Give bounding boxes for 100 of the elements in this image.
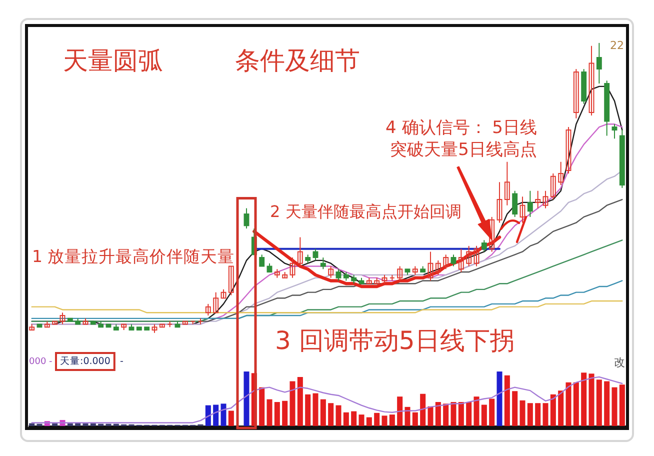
candlestick (496, 182, 502, 224)
bar (466, 402, 472, 426)
bar (404, 406, 410, 426)
candlestick (336, 268, 342, 282)
bar (527, 403, 533, 426)
candlestick (542, 190, 548, 209)
bar (474, 396, 480, 426)
bar (397, 396, 403, 426)
bar (581, 372, 587, 426)
bar (336, 405, 342, 426)
bar (382, 416, 388, 426)
candlestick (573, 68, 579, 119)
text: 天量:0.000 (60, 356, 110, 367)
bar (420, 394, 426, 426)
candlestick (612, 124, 618, 140)
candlestick (60, 312, 66, 325)
bar (558, 390, 564, 426)
bar (389, 414, 395, 426)
bar (82, 423, 88, 426)
candlestick (450, 254, 456, 267)
candlestick (458, 248, 464, 273)
bar (282, 400, 288, 426)
candlestick (466, 245, 472, 267)
bar (496, 372, 502, 426)
bar (489, 398, 495, 426)
candlestick (558, 161, 564, 186)
candlestick (328, 266, 334, 278)
bar (428, 406, 434, 426)
candlestick (512, 190, 518, 218)
bar (213, 404, 219, 426)
candlestick (474, 245, 480, 267)
bar (374, 412, 380, 426)
bar (266, 399, 272, 426)
bar (90, 423, 96, 426)
bar (512, 391, 518, 426)
bar (604, 381, 610, 426)
text: 改 (614, 356, 625, 369)
bar (435, 402, 441, 426)
bar (535, 403, 541, 426)
candlestick (527, 190, 533, 218)
candlestick (205, 303, 211, 316)
candlestick (566, 126, 572, 174)
bar (443, 404, 449, 426)
bar (542, 403, 548, 426)
candlestick (435, 260, 441, 276)
bar (596, 380, 602, 426)
bar (520, 400, 526, 426)
bar (619, 384, 625, 426)
candlestick (481, 240, 487, 252)
bar (259, 387, 265, 426)
candlestick (312, 248, 318, 261)
bar (305, 394, 311, 426)
bar (320, 399, 326, 426)
bar (504, 375, 510, 426)
bar (458, 402, 464, 426)
bar (274, 402, 280, 426)
candlestick (443, 254, 449, 270)
bar (481, 404, 487, 426)
bar (312, 393, 318, 426)
candlestick (588, 45, 594, 116)
chart-title: 天量圆弧 (63, 46, 163, 75)
annotation: 2 天量伴随最高点开始回调 (270, 202, 462, 221)
annotation: 22 (610, 39, 624, 52)
candlestick (244, 208, 250, 230)
bar (328, 403, 334, 426)
text: 000 - (29, 357, 52, 367)
candlestick (550, 172, 556, 200)
candlestick (259, 254, 265, 267)
bar (588, 374, 594, 426)
bar (566, 382, 572, 426)
bar (573, 382, 579, 426)
bar (358, 414, 364, 426)
bar (205, 405, 211, 426)
bar (450, 402, 456, 426)
annotation: 3 回调带动5日线下拐 (275, 326, 515, 355)
bar (244, 372, 250, 426)
bar (612, 387, 618, 426)
candlestick (428, 251, 434, 282)
candlestick (228, 266, 234, 296)
candlestick (535, 190, 541, 209)
candlestick (297, 236, 303, 267)
annotation: 4 确认信号： 5日线 (386, 118, 537, 138)
annotation: 突破天量5日线高点 (390, 140, 537, 160)
text: - (120, 356, 124, 367)
annotation: 1 放量拉升最高价伴随天量 (32, 247, 235, 266)
bar (343, 412, 349, 426)
bar (412, 412, 418, 426)
candlestick (290, 257, 296, 278)
candlestick (213, 292, 219, 314)
bar (220, 404, 226, 426)
bar (351, 411, 357, 426)
candlestick (320, 257, 326, 270)
bar (29, 423, 35, 426)
chart-subtitle: 条件及细节 (235, 46, 360, 75)
bar (52, 423, 58, 426)
bar (550, 394, 556, 426)
bar (290, 381, 296, 426)
bar (366, 417, 372, 426)
bar (297, 376, 303, 426)
bar (228, 410, 234, 426)
